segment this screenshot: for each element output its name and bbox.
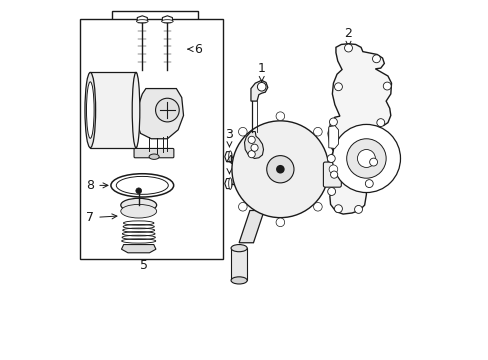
Circle shape [334, 83, 342, 91]
Ellipse shape [132, 72, 140, 148]
Text: 8: 8 [86, 179, 108, 192]
Text: 2: 2 [344, 27, 352, 46]
Circle shape [383, 82, 390, 90]
Text: 4: 4 [225, 154, 233, 174]
Circle shape [257, 82, 265, 91]
Ellipse shape [85, 72, 96, 148]
Ellipse shape [228, 151, 231, 162]
Circle shape [247, 136, 255, 143]
Polygon shape [244, 132, 263, 158]
Text: 5: 5 [140, 259, 148, 272]
Ellipse shape [121, 204, 156, 218]
Text: 1: 1 [257, 62, 265, 81]
Circle shape [276, 165, 284, 174]
Text: 6: 6 [187, 42, 202, 55]
Polygon shape [224, 152, 231, 162]
Circle shape [327, 188, 335, 195]
Circle shape [313, 127, 322, 136]
Circle shape [313, 202, 322, 211]
Text: 3: 3 [225, 127, 233, 147]
Circle shape [238, 202, 246, 211]
Ellipse shape [116, 176, 168, 194]
Bar [112, 12, 198, 87]
Circle shape [250, 144, 258, 151]
Circle shape [326, 154, 335, 162]
Circle shape [155, 98, 179, 122]
Ellipse shape [121, 198, 156, 212]
Polygon shape [239, 211, 264, 243]
Ellipse shape [228, 178, 231, 189]
Circle shape [369, 158, 377, 166]
Polygon shape [121, 244, 156, 253]
Circle shape [330, 171, 337, 178]
Ellipse shape [149, 154, 159, 159]
Ellipse shape [161, 20, 173, 23]
Circle shape [276, 218, 284, 226]
FancyBboxPatch shape [323, 162, 341, 187]
Circle shape [346, 139, 386, 178]
Polygon shape [327, 44, 391, 214]
Ellipse shape [136, 20, 148, 23]
Ellipse shape [230, 244, 247, 252]
Circle shape [372, 55, 380, 63]
Circle shape [354, 206, 362, 213]
Polygon shape [328, 126, 338, 148]
Ellipse shape [230, 277, 247, 284]
Bar [90, 72, 136, 148]
Ellipse shape [86, 82, 94, 138]
Polygon shape [162, 16, 172, 23]
Circle shape [136, 188, 142, 194]
Circle shape [365, 180, 372, 188]
FancyBboxPatch shape [134, 148, 174, 158]
Bar [80, 19, 223, 259]
Polygon shape [224, 179, 231, 189]
Polygon shape [137, 16, 147, 23]
Circle shape [344, 44, 352, 52]
Ellipse shape [111, 174, 173, 197]
Polygon shape [137, 89, 183, 139]
Circle shape [357, 149, 375, 167]
Bar [230, 248, 247, 280]
Circle shape [266, 156, 293, 183]
Circle shape [238, 127, 246, 136]
Circle shape [231, 121, 328, 218]
Circle shape [332, 125, 400, 193]
Circle shape [276, 112, 284, 121]
Text: 7: 7 [86, 211, 117, 224]
Circle shape [376, 119, 384, 127]
Circle shape [328, 165, 337, 174]
Polygon shape [250, 80, 267, 101]
Circle shape [247, 150, 255, 158]
Circle shape [334, 205, 342, 213]
Circle shape [329, 118, 337, 126]
